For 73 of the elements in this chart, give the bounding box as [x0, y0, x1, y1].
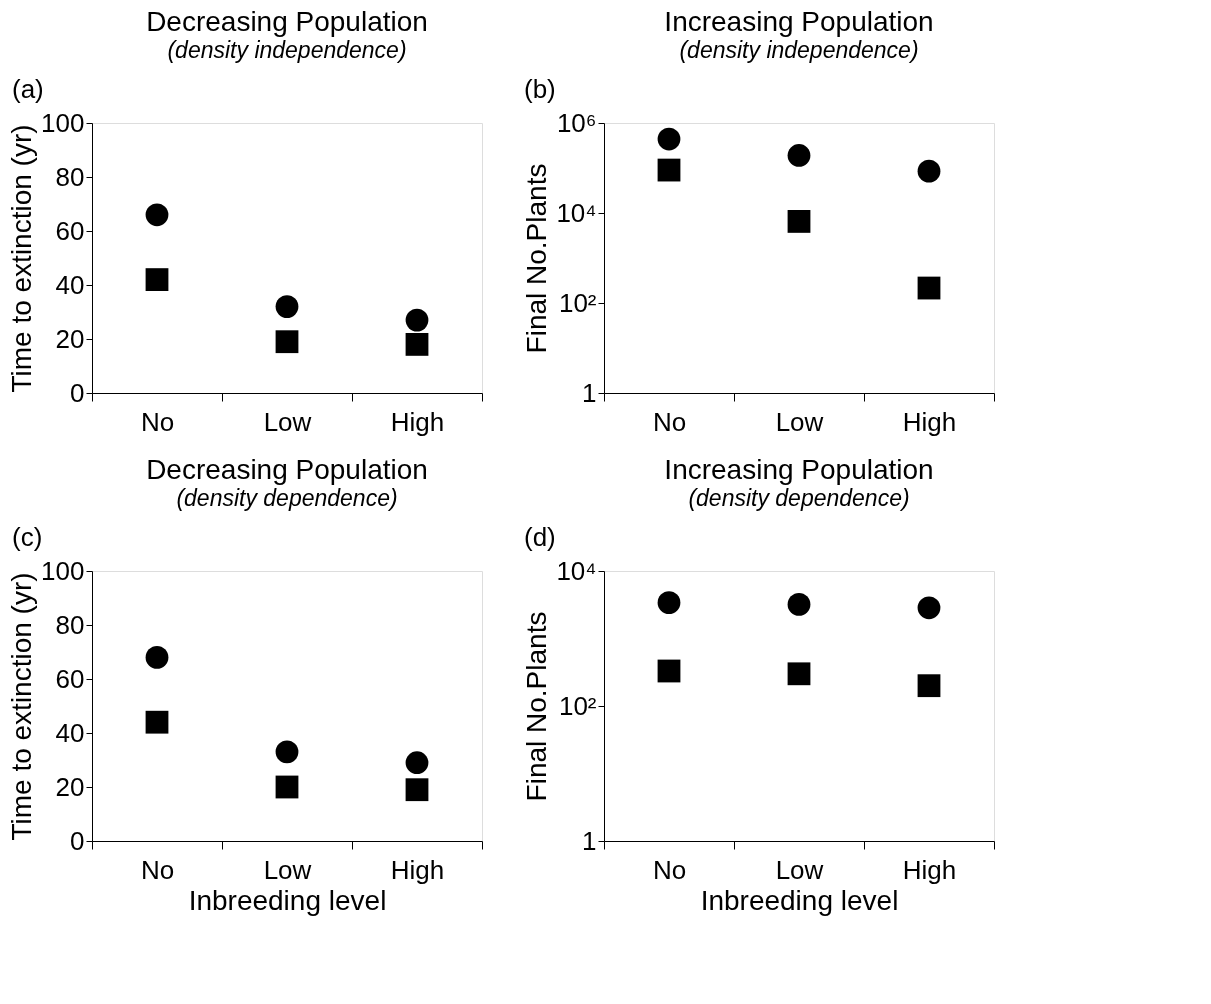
point [657, 591, 681, 614]
point [145, 710, 169, 734]
x-tick-label: High [902, 854, 957, 885]
point [275, 295, 299, 318]
y-tick-label: 0 [70, 377, 85, 408]
point [405, 751, 429, 775]
y-tick-label: 100 [41, 555, 85, 586]
point [917, 276, 941, 300]
x-tick-label: High [390, 406, 445, 437]
y-axis-title: Final No.Plants [521, 163, 553, 354]
point [657, 158, 681, 182]
chart-subtitle: (density dependence) [176, 485, 398, 511]
y-tick-label: 40 [55, 717, 85, 748]
point [145, 268, 169, 291]
x-tick-label: No [652, 406, 687, 437]
y-tick-label: 80 [55, 609, 85, 640]
chart-title: Decreasing Population [146, 6, 428, 37]
text: (b) [524, 74, 556, 104]
point [405, 778, 429, 802]
point [275, 775, 299, 799]
chart-title: Increasing Population [664, 6, 934, 37]
x-axis-title: Inbreeding level [700, 884, 899, 916]
x-tick-label: Low [263, 854, 312, 885]
point [917, 159, 941, 183]
y-tick-label: 60 [55, 663, 85, 694]
point [917, 596, 941, 620]
point [917, 674, 941, 698]
y-axis-title: Time to extinction (yr) [6, 124, 38, 393]
x-tick-label: No [652, 854, 687, 885]
y-tick-label: 80 [55, 161, 85, 192]
point [787, 593, 811, 616]
y-tick-label: 10⁴ [556, 555, 597, 586]
point [405, 333, 429, 356]
x-tick-label: Low [775, 406, 824, 437]
y-tick-label: 10² [558, 690, 597, 721]
x-tick-label: Low [263, 406, 312, 437]
text: (d) [524, 522, 556, 552]
text: (c) [12, 522, 43, 552]
y-tick-label: 0 [70, 825, 85, 856]
y-axis-title: Time to extinction (yr) [6, 572, 38, 841]
chart-subtitle: (density dependence) [688, 485, 910, 511]
point [405, 308, 429, 332]
y-tick-label: 10² [558, 287, 597, 318]
y-axis-title: Final No.Plants [521, 611, 553, 802]
point [787, 662, 811, 686]
point [657, 127, 681, 151]
x-tick-label: No [140, 406, 175, 437]
chart-title: Decreasing Population [146, 454, 428, 485]
x-axis-title: Inbreeding level [188, 884, 387, 916]
chart-subtitle: (density independence) [167, 37, 407, 63]
y-tick-label: 20 [55, 323, 85, 354]
x-tick-label: No [140, 854, 175, 885]
x-tick-label: High [390, 854, 445, 885]
y-tick-label: 10⁴ [556, 197, 597, 228]
point [145, 646, 169, 669]
y-tick-label: 10⁶ [556, 107, 597, 138]
y-tick-label: 60 [55, 215, 85, 246]
x-tick-label: Low [775, 854, 824, 885]
point [657, 659, 681, 683]
chart-subtitle: (density independence) [679, 37, 919, 63]
x-tick-label: High [902, 406, 957, 437]
point [275, 740, 299, 764]
point [787, 210, 811, 233]
text: (a) [12, 74, 44, 104]
y-tick-label: 40 [55, 269, 85, 300]
point [787, 144, 811, 167]
y-tick-label: 20 [55, 771, 85, 802]
chart-title: Increasing Population [664, 454, 934, 485]
y-tick-label: 1 [582, 825, 597, 856]
point [275, 330, 299, 354]
y-tick-label: 1 [582, 377, 597, 408]
y-tick-label: 100 [41, 107, 85, 138]
point [145, 203, 169, 227]
